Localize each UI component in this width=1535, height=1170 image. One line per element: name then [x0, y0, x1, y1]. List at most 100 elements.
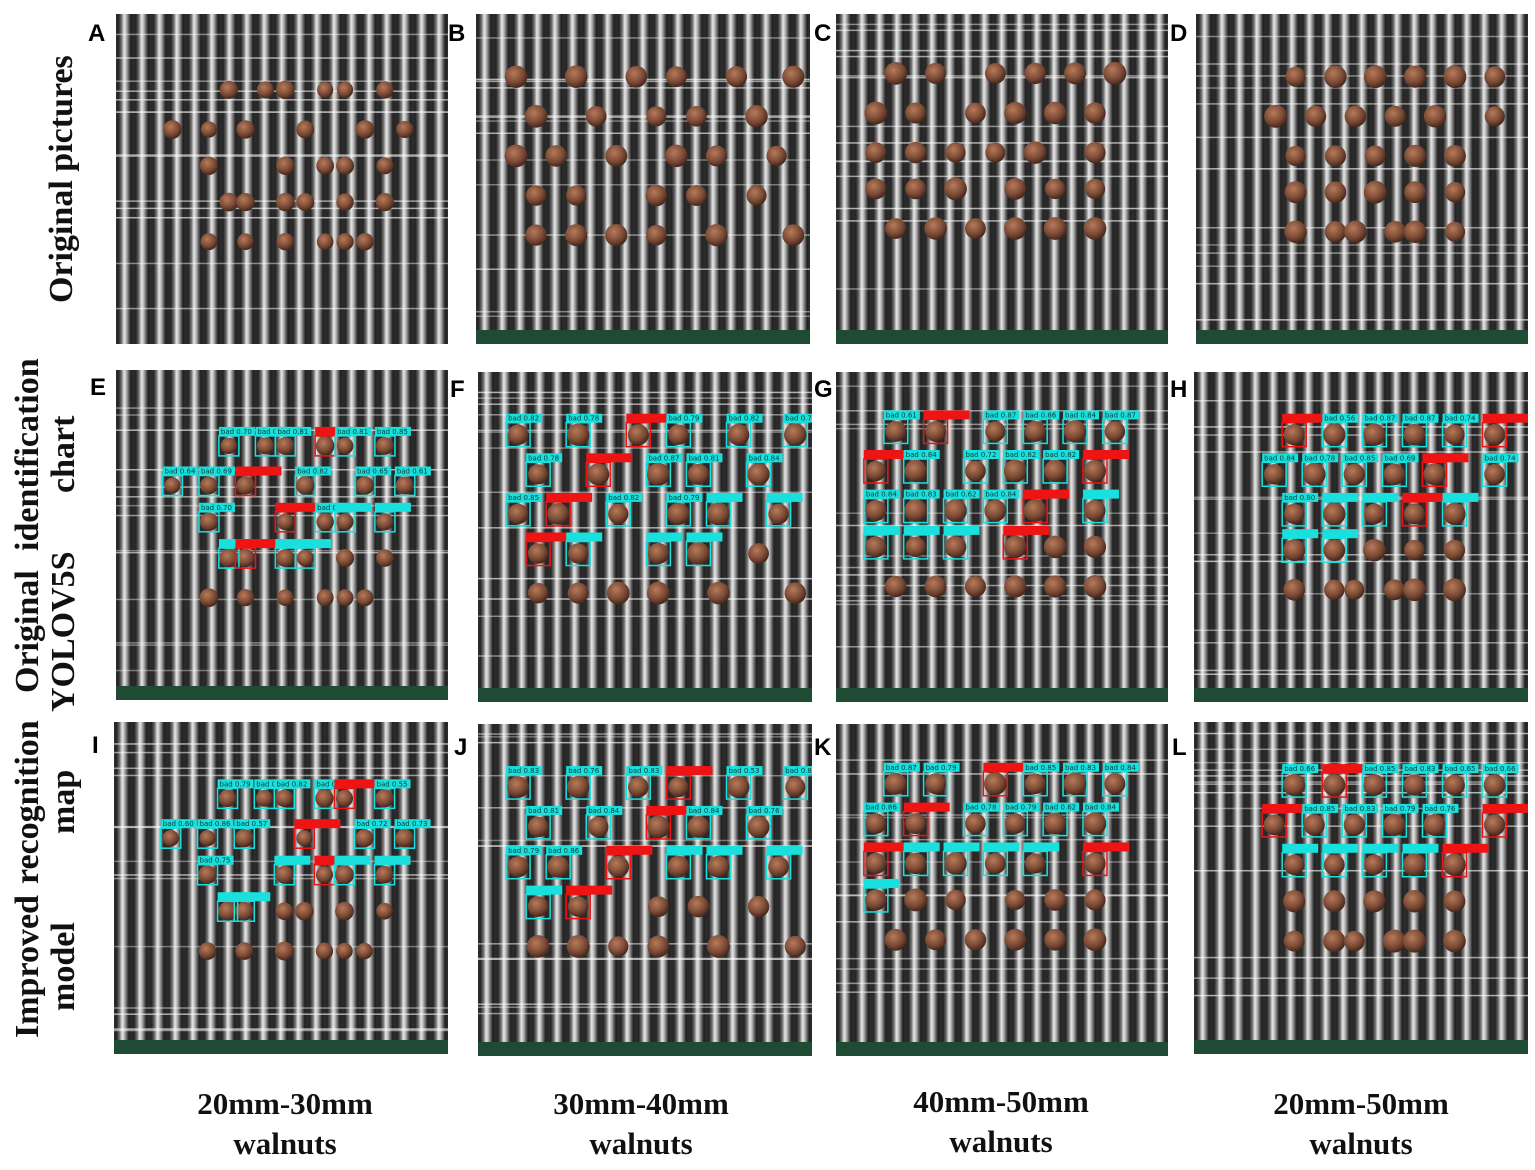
panel-letter-a: A: [88, 20, 106, 47]
walnut: [1323, 502, 1346, 526]
detection-tag: [197, 819, 234, 829]
detection-box: [505, 421, 531, 448]
walnut: [1443, 578, 1466, 602]
walnut: [1364, 145, 1386, 167]
light-reflection: [836, 23, 1168, 26]
walnut: [1004, 535, 1027, 559]
walnut: [1063, 772, 1087, 796]
roller-bar: [1302, 14, 1317, 344]
walnut: [336, 513, 354, 531]
walnut: [1004, 217, 1027, 240]
walnut: [1064, 62, 1087, 85]
light-reflection: [836, 220, 1168, 222]
panel-image-i: bad 0.79 bad 0.78 bad 0.82 bad 0.85 bad 0.55…: [114, 722, 448, 1054]
detection-confidence: bad 0.76: [749, 807, 781, 815]
detection-confidence: bad 0.85: [1025, 764, 1056, 772]
detection-tag: [706, 492, 743, 502]
detection-confidence: bad 0.84: [1085, 804, 1117, 812]
light-reflection: [1194, 673, 1528, 676]
panel-letter-k: K: [814, 734, 832, 761]
light-reflection: [836, 524, 1168, 527]
roller-bar: [186, 722, 200, 1054]
walnut: [1284, 503, 1305, 525]
light-reflection: [478, 615, 812, 618]
walnut: [275, 902, 294, 921]
light-reflection: [478, 391, 812, 394]
light-reflection: [836, 838, 1168, 841]
walnut: [236, 476, 255, 495]
light-reflection: [1194, 560, 1528, 563]
detection-tag: [506, 492, 543, 502]
detection-tag: [1102, 762, 1139, 772]
detection-tag: [254, 779, 291, 789]
detection-tag: [1442, 764, 1479, 774]
detection-tag: [903, 450, 940, 459]
detection-box: [1401, 421, 1428, 448]
roller-photo: bad 0.82 bad 0.78 bad 0.79 bad 0.82 bad 0.78…: [478, 372, 812, 702]
roller-bar: [838, 724, 852, 1056]
detection-confidence: bad 0.85: [1304, 805, 1335, 813]
conveyor-edge: [836, 1042, 1168, 1056]
light-reflection: [1194, 451, 1528, 453]
conveyor-edge: [116, 686, 448, 700]
light-reflection: [116, 155, 448, 157]
column-label-line2: walnuts: [949, 1124, 1053, 1159]
row-label-improved-model: Improved model recognition map: [8, 720, 84, 1050]
column-label-line1: 20mm-50mm: [1273, 1086, 1449, 1121]
walnut: [727, 776, 750, 799]
column-label-line1: 40mm-50mm: [913, 1084, 1089, 1119]
light-reflection: [478, 741, 812, 744]
detection-tag: [883, 410, 920, 420]
roller-bar: [257, 14, 272, 344]
walnut: [276, 156, 295, 175]
detection-confidence: bad 0.81: [688, 454, 719, 462]
walnut: [1004, 575, 1027, 598]
walnut: [219, 80, 238, 100]
walnut: [199, 830, 216, 847]
walnut: [1263, 464, 1285, 485]
detection-box: [1281, 537, 1307, 563]
conveyor-edge: [476, 330, 810, 344]
panel-image-h: bad 0.56 bad 0.87 bad 0.87 bad 0.74 bad 0.84…: [1194, 372, 1528, 702]
light-reflection: [116, 80, 448, 82]
detection-confidence: bad 0.81: [337, 428, 368, 436]
detection-tag: [1282, 529, 1319, 539]
roller-bar: [855, 372, 869, 702]
walnut: [1402, 929, 1426, 953]
detection-tag: [374, 779, 411, 789]
detection-tag: [315, 502, 352, 512]
light-reflection: [476, 315, 810, 318]
walnut: [504, 65, 528, 88]
walnut: [376, 157, 394, 175]
light-reflection: [1194, 426, 1528, 428]
walnut: [295, 476, 315, 495]
walnut: [524, 104, 548, 128]
walnut: [376, 549, 394, 567]
walnut: [884, 62, 908, 85]
light-reflection: [478, 527, 812, 529]
detection-tag: [335, 426, 372, 436]
walnut: [396, 120, 414, 139]
detection-tag: [255, 426, 292, 436]
detection-box: [725, 421, 752, 448]
roller-bar: [1117, 724, 1131, 1056]
detection-confidence: bad 0.78: [528, 454, 559, 462]
walnut: [1484, 66, 1506, 88]
light-reflection: [116, 111, 448, 113]
roller-bar: [1135, 14, 1149, 344]
roller-bar: [960, 14, 974, 344]
walnut: [944, 536, 967, 558]
light-reflection: [478, 1003, 812, 1005]
roller-bar: [1250, 14, 1264, 344]
detection-tag: [1442, 843, 1489, 853]
walnut: [885, 218, 907, 239]
detection-tag: [334, 855, 371, 865]
roller-bar: [1135, 724, 1149, 1056]
panel-image-f: bad 0.82 bad 0.78 bad 0.79 bad 0.82 bad 0.78…: [478, 372, 812, 702]
detection-confidence: bad 0.66: [1284, 765, 1316, 773]
walnut: [276, 192, 295, 212]
walnut: [1303, 814, 1325, 836]
walnut: [606, 581, 630, 605]
roller-bar: [942, 372, 957, 702]
light-reflection: [836, 555, 1168, 557]
